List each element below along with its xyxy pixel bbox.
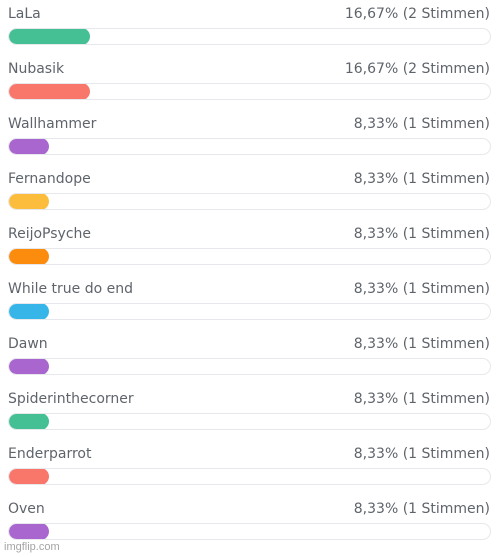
poll-progress-fill bbox=[9, 194, 49, 209]
poll-progress-fill bbox=[9, 249, 49, 264]
poll-option-header: Oven 8,33% (1 Stimmen) bbox=[8, 499, 492, 519]
poll-progress-track bbox=[8, 83, 491, 100]
poll-progress-fill bbox=[9, 359, 49, 374]
poll-option-spiderinthecorner: Spiderinthecorner 8,33% (1 Stimmen) bbox=[8, 385, 492, 440]
poll-option-label: Nubasik bbox=[8, 61, 65, 77]
poll-option-oven: Oven 8,33% (1 Stimmen) bbox=[8, 495, 492, 550]
poll-option-header: LaLa 16,67% (2 Stimmen) bbox=[8, 4, 492, 24]
poll-option-header: Nubasik 16,67% (2 Stimmen) bbox=[8, 59, 492, 79]
poll-option-header: While true do end 8,33% (1 Stimmen) bbox=[8, 279, 492, 299]
poll-progress-fill bbox=[9, 414, 49, 429]
imgflip-watermark: imgflip.com bbox=[4, 541, 60, 553]
poll-option-enderparrot: Enderparrot 8,33% (1 Stimmen) bbox=[8, 440, 492, 495]
poll-option-header: Dawn 8,33% (1 Stimmen) bbox=[8, 334, 492, 354]
poll-progress-track bbox=[8, 28, 491, 45]
poll-option-lala: LaLa 16,67% (2 Stimmen) bbox=[8, 0, 492, 55]
poll-option-dawn: Dawn 8,33% (1 Stimmen) bbox=[8, 330, 492, 385]
poll-option-label: LaLa bbox=[8, 6, 41, 22]
poll-option-while-true-do-end: While true do end 8,33% (1 Stimmen) bbox=[8, 275, 492, 330]
poll-option-reijopsyche: ReijoPsyche 8,33% (1 Stimmen) bbox=[8, 220, 492, 275]
poll-progress-track bbox=[8, 413, 491, 430]
poll-progress-fill bbox=[9, 139, 49, 154]
poll-option-header: Enderparrot 8,33% (1 Stimmen) bbox=[8, 444, 492, 464]
poll-progress-track bbox=[8, 303, 491, 320]
poll-option-wallhammer: Wallhammer 8,33% (1 Stimmen) bbox=[8, 110, 492, 165]
poll-progress-fill bbox=[9, 304, 49, 319]
poll-option-result: 16,67% (2 Stimmen) bbox=[344, 61, 490, 77]
poll-option-result: 16,67% (2 Stimmen) bbox=[344, 6, 490, 22]
poll-option-label: Spiderinthecorner bbox=[8, 391, 134, 407]
poll-option-label: Fernandope bbox=[8, 171, 91, 187]
poll-progress-fill bbox=[9, 84, 90, 99]
poll-progress-fill bbox=[9, 29, 90, 44]
poll-option-result: 8,33% (1 Stimmen) bbox=[353, 336, 490, 352]
poll-option-header: Fernandope 8,33% (1 Stimmen) bbox=[8, 169, 492, 189]
poll-results: LaLa 16,67% (2 Stimmen) Nubasik 16,67% (… bbox=[8, 0, 492, 550]
poll-option-label: Wallhammer bbox=[8, 116, 97, 132]
poll-option-header: Wallhammer 8,33% (1 Stimmen) bbox=[8, 114, 492, 134]
poll-option-result: 8,33% (1 Stimmen) bbox=[353, 391, 490, 407]
poll-option-result: 8,33% (1 Stimmen) bbox=[353, 281, 490, 297]
poll-option-result: 8,33% (1 Stimmen) bbox=[353, 171, 490, 187]
poll-option-result: 8,33% (1 Stimmen) bbox=[353, 226, 490, 242]
poll-option-label: Enderparrot bbox=[8, 446, 92, 462]
poll-progress-track bbox=[8, 193, 491, 210]
poll-progress-track bbox=[8, 358, 491, 375]
poll-option-label: While true do end bbox=[8, 281, 134, 297]
poll-progress-fill bbox=[9, 524, 49, 539]
poll-progress-track bbox=[8, 138, 491, 155]
poll-progress-fill bbox=[9, 469, 49, 484]
poll-progress-track bbox=[8, 523, 491, 540]
poll-option-result: 8,33% (1 Stimmen) bbox=[353, 446, 490, 462]
poll-option-header: Spiderinthecorner 8,33% (1 Stimmen) bbox=[8, 389, 492, 409]
poll-option-label: Oven bbox=[8, 501, 45, 517]
poll-option-nubasik: Nubasik 16,67% (2 Stimmen) bbox=[8, 55, 492, 110]
poll-progress-track bbox=[8, 248, 491, 265]
poll-option-fernandope: Fernandope 8,33% (1 Stimmen) bbox=[8, 165, 492, 220]
poll-option-header: ReijoPsyche 8,33% (1 Stimmen) bbox=[8, 224, 492, 244]
poll-progress-track bbox=[8, 468, 491, 485]
poll-option-result: 8,33% (1 Stimmen) bbox=[353, 501, 490, 517]
poll-option-label: ReijoPsyche bbox=[8, 226, 92, 242]
poll-option-result: 8,33% (1 Stimmen) bbox=[353, 116, 490, 132]
poll-option-label: Dawn bbox=[8, 336, 48, 352]
